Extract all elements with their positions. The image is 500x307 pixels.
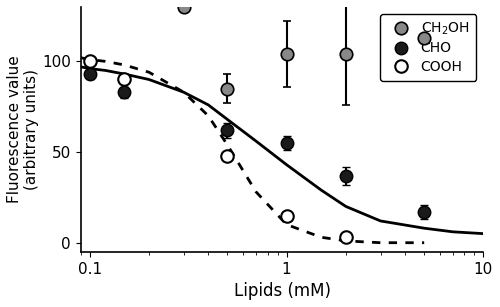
X-axis label: Lipids (mM): Lipids (mM) [234,282,330,300]
Legend: CH$_2$OH, CHO, COOH: CH$_2$OH, CHO, COOH [380,14,476,80]
Y-axis label: Fluorescence value
(arbitrary units): Fluorescence value (arbitrary units) [7,56,40,203]
